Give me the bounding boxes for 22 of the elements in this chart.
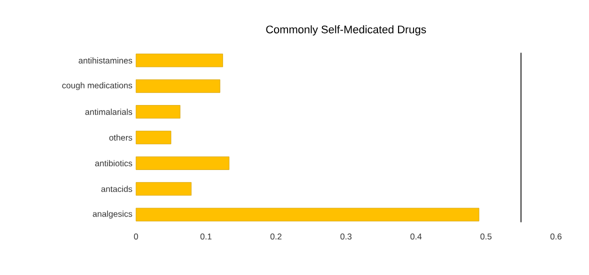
y-tick-label: cough medications (62, 82, 132, 90)
bar (136, 79, 220, 93)
bar (136, 208, 480, 222)
bar (136, 156, 230, 170)
x-tick-label: 0.1 (200, 234, 212, 240)
bar (136, 105, 180, 119)
bar (136, 130, 172, 144)
y-tick-label: antihistamines (78, 57, 132, 64)
bar (136, 182, 192, 196)
y-tick-label: antibiotics (95, 160, 132, 166)
y-tick-label: antacids (101, 186, 132, 192)
x-tick-label: 0.6 (550, 234, 562, 240)
x-tick-label: 0.5 (480, 234, 492, 240)
bar (136, 54, 223, 68)
y-tick-label: others (109, 134, 132, 141)
x-tick-label: 0.4 (410, 234, 422, 240)
chart-title: Commonly Self-Medicated Drugs (266, 25, 426, 36)
x-tick-label: 0 (134, 234, 138, 240)
x-tick-label: 0.2 (270, 234, 282, 240)
x-tick-label: 0.3 (340, 234, 352, 240)
y-tick-label: analgesics (92, 210, 132, 219)
y-tick-label: antimalarials (85, 108, 132, 115)
